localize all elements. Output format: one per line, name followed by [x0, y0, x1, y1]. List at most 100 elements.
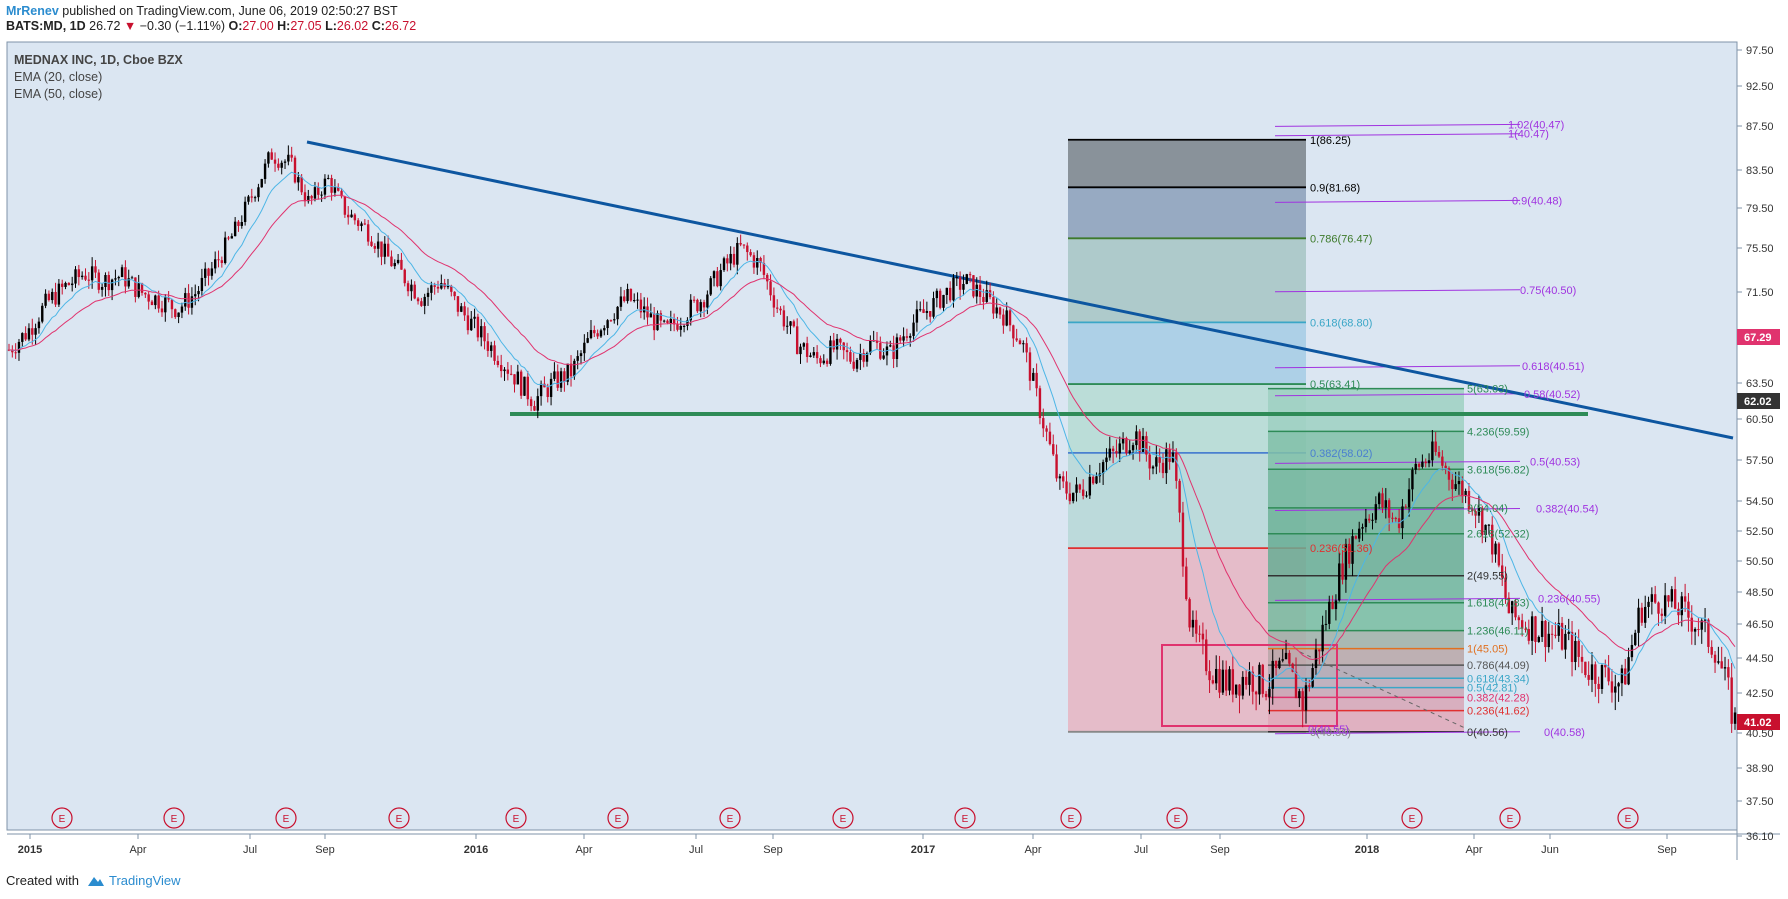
candle-body — [573, 360, 576, 377]
candle-body — [1587, 675, 1590, 680]
candle-body — [1614, 686, 1617, 693]
candle-body — [1348, 543, 1351, 564]
candle-body — [852, 361, 855, 369]
earnings-marker-icon[interactable] — [275, 807, 297, 829]
candle-body — [490, 345, 493, 351]
candle-body — [24, 333, 27, 340]
candle-body — [1707, 619, 1710, 647]
x-tick-label: Apr — [129, 844, 146, 856]
fib-ext-zone — [1268, 469, 1464, 508]
candle-body — [988, 290, 992, 298]
y-tick-label: 60.50 — [1746, 414, 1774, 426]
candle-body — [746, 245, 749, 253]
earnings-marker-icon[interactable] — [1401, 807, 1423, 829]
price-badge — [1737, 329, 1780, 345]
candle-body — [706, 294, 709, 308]
candle-body — [1018, 340, 1022, 345]
candle-body — [1564, 633, 1567, 650]
candle-body — [1005, 310, 1008, 326]
x-tick-label: Sep — [315, 844, 335, 856]
candle-body — [1640, 607, 1644, 623]
author-link[interactable]: MrRenev — [6, 4, 59, 18]
candle-body — [702, 302, 706, 308]
fib-ext-zone — [1268, 687, 1464, 698]
candle-body — [177, 312, 180, 318]
candle-body — [829, 340, 832, 364]
candle-body — [11, 349, 14, 353]
candle-body — [912, 322, 915, 336]
y-axis[interactable]: 97.5092.5087.5083.5079.5075.5071.5067.50… — [1737, 45, 1780, 843]
fib-fan-label: 0.58(40.52) — [1524, 389, 1580, 401]
candle-body — [390, 256, 393, 267]
candle-body — [1520, 620, 1524, 629]
candle-body — [1663, 595, 1667, 616]
y-tick-label: 44.50 — [1746, 653, 1774, 665]
earnings-marker-icon[interactable] — [1166, 807, 1188, 829]
candle-body — [1650, 594, 1654, 602]
fib-level-label: 0.9(81.68) — [1310, 182, 1360, 194]
earnings-marker-icon[interactable] — [954, 807, 976, 829]
earnings-marker-icon[interactable] — [832, 807, 854, 829]
candle-body — [393, 263, 396, 267]
x-axis[interactable]: 2015 Apr Jul Sep 2016 Apr Jul Sep 2017 Apr Jul Sep 2… — [18, 834, 1677, 856]
candle-body — [263, 163, 267, 180]
candle-body — [1517, 617, 1521, 621]
candle-body — [669, 318, 672, 323]
candle-body — [157, 295, 160, 309]
candle-body — [257, 187, 260, 198]
candle-body — [250, 196, 253, 198]
candle-body — [845, 350, 849, 353]
down-arrow-icon: ▼ — [123, 19, 137, 33]
fib-ext-label: 0(40.56) — [1467, 727, 1508, 739]
fib-level-label: 0.236(51.36) — [1310, 543, 1372, 555]
earnings-marker-icon[interactable] — [1499, 807, 1521, 829]
candle-body — [87, 279, 91, 281]
fib-ext-label: 3(54.04) — [1467, 503, 1508, 515]
earnings-marker-label: E — [727, 814, 734, 825]
candle-body — [1557, 622, 1560, 636]
earnings-marker-icon[interactable] — [1283, 807, 1305, 829]
candle-body — [194, 294, 197, 297]
candle-body — [1218, 668, 1221, 693]
candle-body — [1042, 418, 1045, 429]
earnings-marker-icon[interactable] — [1060, 807, 1082, 829]
earnings-marker-icon[interactable] — [607, 807, 629, 829]
close-value: 26.72 — [384, 19, 417, 33]
candle-body — [1434, 441, 1437, 453]
candle-body — [639, 299, 643, 313]
earnings-marker-icon[interactable] — [719, 807, 741, 829]
candle-body — [948, 287, 952, 301]
candle-body — [862, 353, 865, 362]
earnings-marker-icon[interactable] — [388, 807, 410, 829]
earnings-marker-icon[interactable] — [51, 807, 73, 829]
candle-body — [396, 259, 400, 264]
candle-body — [785, 325, 789, 327]
ohlc-line: BATS:MD, 1D 26.72 ▼ −0.30 (−1.11%) O:27.… — [6, 19, 416, 34]
candle-body — [619, 296, 623, 307]
candle-body — [686, 320, 689, 326]
legend-ema20: EMA (20, close) — [14, 70, 102, 84]
candle-body — [104, 275, 107, 287]
candle-body — [629, 288, 633, 301]
candle-body — [1730, 677, 1733, 724]
candle-body — [1657, 602, 1660, 614]
candle-body — [1175, 452, 1178, 481]
earnings-marker-icon[interactable] — [163, 807, 185, 829]
tradingview-link[interactable]: TradingView — [108, 873, 181, 888]
earnings-marker-label: E — [615, 814, 622, 825]
candle-body — [1634, 632, 1637, 645]
candle-body — [1105, 457, 1108, 463]
candle-body — [1424, 461, 1427, 464]
candle-body — [1115, 451, 1118, 454]
candle-body — [1181, 512, 1185, 567]
candle-body — [1647, 601, 1650, 607]
candle-body — [985, 290, 988, 302]
candle-body — [1294, 671, 1298, 699]
candle-body — [27, 328, 31, 340]
candle-body — [799, 346, 802, 355]
candle-body — [499, 364, 503, 372]
earnings-marker-icon[interactable] — [505, 807, 527, 829]
earnings-marker-icon[interactable] — [1617, 807, 1639, 829]
candle-body — [1467, 490, 1471, 510]
